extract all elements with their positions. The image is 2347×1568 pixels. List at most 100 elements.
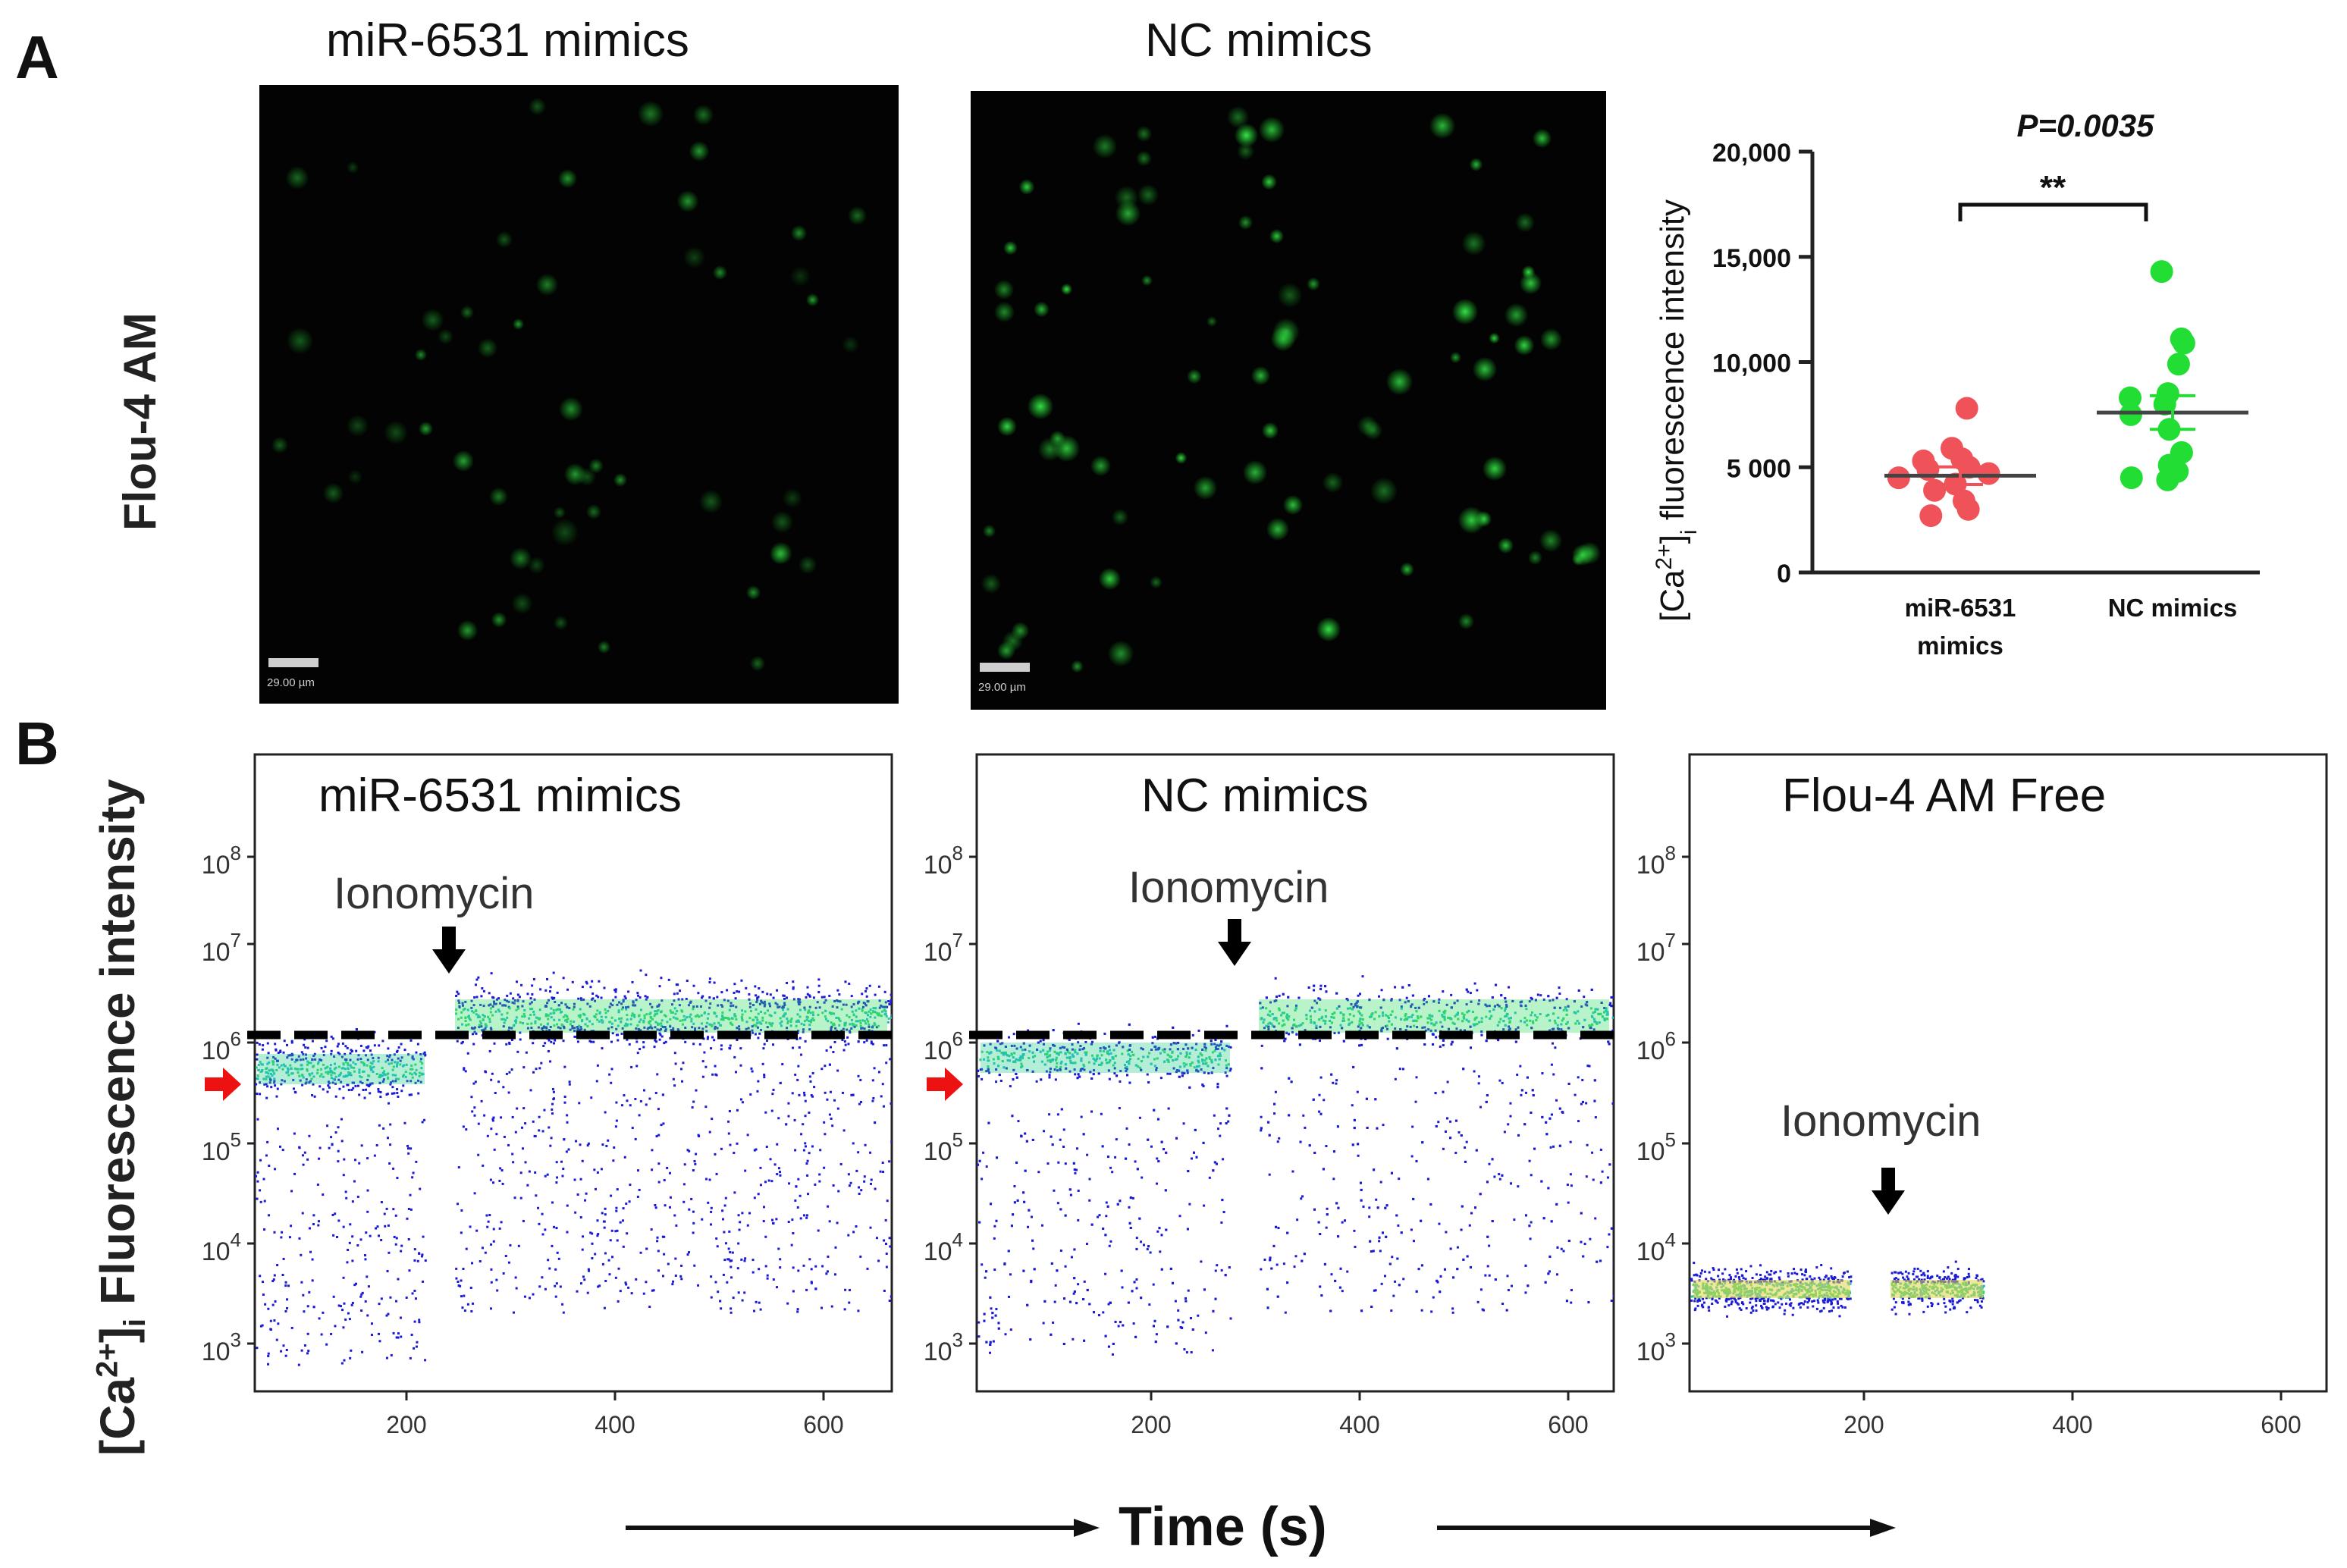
event-dot [702,1037,705,1040]
event-dot [638,1021,641,1024]
event-dot [358,1093,361,1096]
event-dot [1427,1028,1430,1031]
event-dot [843,1040,846,1043]
event-dot [686,1016,689,1019]
event-dot [284,1281,287,1284]
event-dot [1122,1324,1125,1327]
event-dot [1476,1023,1479,1026]
event-dot [765,1039,768,1042]
event-dot [868,1023,871,1026]
event-dots [255,969,892,1366]
event-dot [1525,1091,1528,1094]
event-dot [359,1044,362,1047]
event-dot [347,1067,350,1070]
event-dot [1589,1007,1592,1010]
event-dot [860,1027,863,1030]
event-dot [303,1344,306,1347]
event-dot [623,1156,626,1159]
event-dot [703,1051,706,1054]
event-dot [858,1019,861,1022]
event-dot [1338,1286,1341,1289]
event-dot [501,1004,504,1007]
event-dot [622,1245,625,1248]
event-dot [833,1012,836,1015]
event-dot [1275,1017,1278,1020]
event-dot [340,1118,343,1121]
event-dot [1446,1080,1449,1083]
event-dot [259,1200,262,1203]
event-dot [514,1276,517,1279]
event-dot [1214,1297,1217,1300]
event-dot [516,1107,519,1110]
event-dot [1057,1052,1060,1055]
event-dot [596,1219,599,1222]
event-dot [367,1045,370,1048]
event-dot [1603,1018,1606,1021]
event-dot [354,1084,357,1087]
event-dot [503,1004,506,1007]
event-dot [1108,1244,1111,1247]
event-dot [731,1251,734,1254]
event-dot [856,1020,859,1023]
cell-spot [384,420,408,445]
event-dot [777,1167,780,1170]
event-dot [810,1268,813,1271]
event-dot [717,1290,720,1294]
event-dot [692,1221,695,1225]
event-dot [1013,1201,1016,1204]
event-dot [677,998,680,1001]
event-dot [1197,1029,1200,1032]
event-dot [1361,975,1364,978]
event-dot [1301,1259,1304,1262]
event-dot [1523,1017,1526,1020]
event-dot [805,1288,808,1291]
micrograph-nc: 29.00 µm [971,91,1606,710]
event-dot [888,1300,891,1303]
event-dot [1387,1016,1390,1019]
event-dot [691,1026,694,1029]
event-dot [377,1332,380,1335]
event-dot [464,1000,467,1003]
event-dot [1329,1026,1332,1029]
event-dot [1124,1064,1127,1067]
event-dot [1074,1049,1077,1052]
event-dot [518,996,521,999]
event-dot [1606,1176,1609,1179]
event-dot [614,1230,617,1233]
event-dot [791,1092,794,1095]
event-dot [1153,1065,1156,1068]
event-dot [358,1068,361,1071]
event-dot [1454,1014,1457,1018]
significance-stars: ** [2040,169,2066,206]
event-dot [1337,1031,1340,1034]
event-dot [1508,1021,1511,1024]
event-dot [787,1102,790,1105]
cell-spot [1115,201,1141,226]
event-dot [748,1005,751,1008]
event-dot [507,1005,510,1008]
event-dot [1113,1071,1116,1074]
event-dot [378,1044,381,1047]
event-dot [423,1051,426,1054]
event-dot [344,1318,347,1321]
event-dot [382,1127,385,1130]
event-dot [1088,1178,1091,1181]
event-dot [802,1024,805,1027]
event-dot [1473,982,1476,985]
event-dot [830,1305,833,1308]
event-dot [848,982,851,985]
event-dot [364,1300,367,1303]
event-dot [1390,1309,1393,1312]
event-dot [807,1193,810,1196]
event-dot [1460,1134,1463,1137]
event-dot [1227,1120,1230,1123]
event-dot [309,1080,312,1083]
event-dot [334,1325,337,1328]
event-dot [409,1356,412,1359]
event-dot [1141,1048,1144,1051]
event-dot [1542,1217,1545,1220]
event-dot [562,1311,565,1314]
event-dot [1217,1063,1220,1066]
event-dot [337,1043,340,1046]
event-dot [1545,1121,1548,1124]
